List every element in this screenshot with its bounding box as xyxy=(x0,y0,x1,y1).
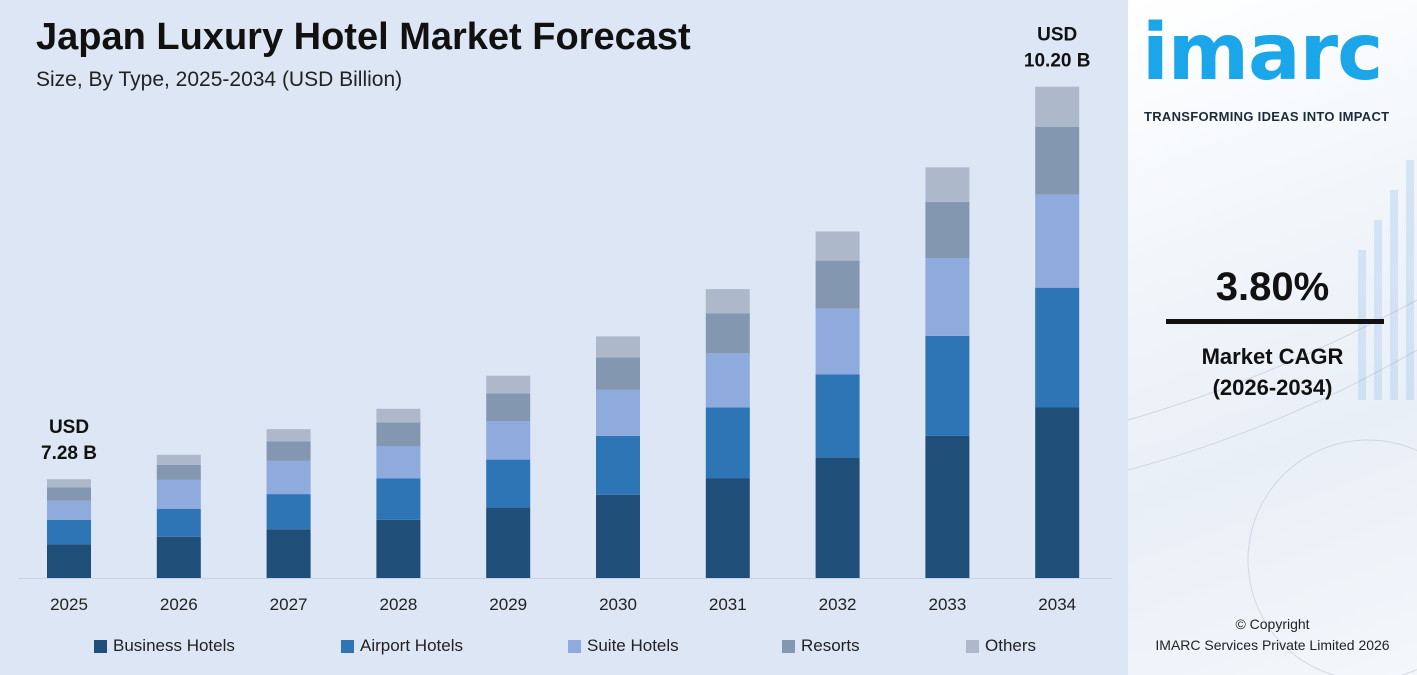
bar-segment-others-2031 xyxy=(705,289,750,314)
legend-swatch xyxy=(94,639,107,653)
bar-segment-others-2028 xyxy=(376,408,421,423)
stacked-bar-chart: 2025 2026 2027 2028 2029 2030 2031 2032 2033 2034… xyxy=(18,25,1112,614)
bar-segment-resorts-2031 xyxy=(705,313,750,354)
bar-segment-business-hotels-2029 xyxy=(486,507,531,578)
legend-swatch xyxy=(568,639,581,653)
bar-segment-others-2032 xyxy=(815,231,860,261)
chart-panel: Japan Luxury Hotel Market Forecast Size,… xyxy=(0,16,1128,660)
cagr-value: 3.80% xyxy=(1215,265,1330,309)
bar-segment-resorts-2026 xyxy=(156,465,201,480)
x-tick-label-2027: 2027 xyxy=(270,595,308,614)
bar-segment-others-2030 xyxy=(596,336,640,358)
copyright: © Copyright IMARC Services Private Limit… xyxy=(1128,614,1417,656)
legend-item-others: Others xyxy=(966,636,1036,656)
bar-segment-suite-hotels-2031 xyxy=(705,353,750,408)
cagr-label-line2: (2026-2034) xyxy=(1212,375,1333,400)
bar-segment-suite-hotels-2030 xyxy=(596,389,640,436)
bar-segment-others-2034 xyxy=(1035,86,1080,127)
legend-item-business-hotels: Business Hotels xyxy=(94,636,235,656)
data-label-2034-line2: 10.20 B xyxy=(1024,51,1091,72)
bar-segment-airport-hotels-2027 xyxy=(266,494,311,530)
bar-segment-resorts-2025 xyxy=(47,487,91,501)
legend-label: Business Hotels xyxy=(113,636,235,655)
bar-segment-suite-hotels-2027 xyxy=(266,460,311,495)
x-tick-label-2030: 2030 xyxy=(599,595,637,614)
legend-label: Airport Hotels xyxy=(360,636,463,655)
bar-segment-suite-hotels-2034 xyxy=(1035,194,1080,288)
imarc-logo: imarc xyxy=(1142,8,1383,98)
bar-segment-suite-hotels-2029 xyxy=(486,421,531,460)
bar-segment-business-hotels-2025 xyxy=(47,544,91,578)
bar-segment-resorts-2034 xyxy=(1035,126,1080,195)
x-tick-label-2029: 2029 xyxy=(489,595,527,614)
bar-segment-airport-hotels-2034 xyxy=(1035,287,1080,408)
bar-segment-business-hotels-2033 xyxy=(925,435,970,578)
data-label-2025-line2: 7.28 B xyxy=(41,443,97,464)
bar-segment-business-hotels-2031 xyxy=(705,478,750,578)
x-tick-label-2032: 2032 xyxy=(819,595,857,614)
bar-segment-business-hotels-2034 xyxy=(1035,407,1080,578)
legend-label: Resorts xyxy=(801,636,860,655)
x-tick-label-2025: 2025 xyxy=(50,595,88,614)
x-tick-label-2033: 2033 xyxy=(928,595,966,614)
bar-segment-airport-hotels-2025 xyxy=(47,519,91,545)
bar-segment-others-2026 xyxy=(156,454,201,465)
bar-segment-business-hotels-2030 xyxy=(596,494,640,578)
x-tick-label-2028: 2028 xyxy=(379,595,417,614)
legend-item-resorts: Resorts xyxy=(782,636,860,656)
bar-segment-business-hotels-2028 xyxy=(376,519,421,578)
cagr-label-line1: Market CAGR xyxy=(1201,344,1344,369)
bar-segment-others-2029 xyxy=(486,375,531,394)
bar-segment-suite-hotels-2025 xyxy=(47,500,91,520)
x-tick-label-2026: 2026 xyxy=(160,595,198,614)
bar-segment-airport-hotels-2026 xyxy=(156,509,201,537)
bar-segment-suite-hotels-2033 xyxy=(925,257,970,336)
bar-segment-others-2025 xyxy=(47,479,91,488)
x-tick-label-2031: 2031 xyxy=(709,595,747,614)
bar-segment-airport-hotels-2033 xyxy=(925,335,970,436)
logo-tagline: TRANSFORMING IDEAS INTO IMPACT xyxy=(1144,109,1390,124)
data-label-2025-line1: USD xyxy=(49,417,89,438)
legend-label: Others xyxy=(985,636,1037,655)
bar-segment-resorts-2032 xyxy=(815,260,860,309)
bar-segment-airport-hotels-2031 xyxy=(705,407,750,479)
legend-swatch xyxy=(966,639,979,653)
bar-segment-suite-hotels-2026 xyxy=(156,479,201,509)
bar-segment-airport-hotels-2030 xyxy=(596,435,640,495)
legend-swatch xyxy=(782,639,795,653)
bar-segment-airport-hotels-2032 xyxy=(815,374,860,458)
x-tick-label-2034: 2034 xyxy=(1038,595,1076,614)
bar-segment-airport-hotels-2028 xyxy=(376,478,421,520)
bar-segment-suite-hotels-2028 xyxy=(376,446,421,479)
copyright-line1: © Copyright xyxy=(1235,616,1310,632)
bar-segment-resorts-2033 xyxy=(925,201,970,258)
bar-segment-others-2027 xyxy=(266,429,311,442)
legend-label: Suite Hotels xyxy=(587,636,679,655)
legend-item-airport-hotels: Airport Hotels xyxy=(341,636,463,656)
chart-legend: Business Hotels Airport Hotels Suite Hotel… xyxy=(0,636,1128,660)
bar-segment-airport-hotels-2029 xyxy=(486,459,531,508)
bar-segment-resorts-2030 xyxy=(596,357,640,390)
bar-segment-business-hotels-2027 xyxy=(266,529,311,578)
bar-segment-business-hotels-2032 xyxy=(815,457,860,578)
cagr-label: Market CAGR (2026-2034) xyxy=(1128,341,1417,403)
bar-segment-resorts-2028 xyxy=(376,422,421,447)
bar-segment-others-2033 xyxy=(925,167,970,202)
bar-segment-resorts-2029 xyxy=(486,393,531,421)
chart-title: Japan Luxury Hotel Market Forecast xyxy=(36,16,691,58)
legend-swatch xyxy=(341,639,354,653)
chart-subtitle: Size, By Type, 2025-2034 (USD Billion) xyxy=(36,68,403,91)
bar-segment-business-hotels-2026 xyxy=(156,536,201,578)
data-label-2034-line1: USD xyxy=(1037,25,1077,46)
background-chart-decoration xyxy=(1128,160,1417,675)
cagr-divider xyxy=(1166,319,1384,324)
legend-item-suite-hotels: Suite Hotels xyxy=(568,636,679,656)
bar-segment-suite-hotels-2032 xyxy=(815,308,860,375)
bar-segment-resorts-2027 xyxy=(266,441,311,461)
info-sidebar: imarc TRANSFORMING IDEAS INTO IMPACT 3.8… xyxy=(1128,0,1417,675)
copyright-line2: IMARC Services Private Limited 2026 xyxy=(1155,637,1390,653)
